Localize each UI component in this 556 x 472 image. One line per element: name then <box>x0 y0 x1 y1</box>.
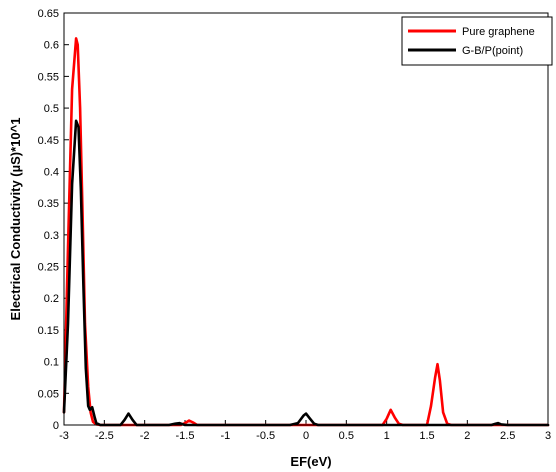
x-axis-ticks: -3 -2.5 -2 -1.5 -1 -0.5 0 0.5 1 1.5 2 2.5 3 <box>59 420 551 442</box>
x-tick-label: -1 <box>220 430 230 442</box>
x-tick-label: -1.5 <box>176 430 195 442</box>
x-tick-label: 1 <box>384 430 390 442</box>
series-line-pure-graphene <box>62 37 550 427</box>
y-tick-label: 0.4 <box>44 166 59 178</box>
y-tick-label: 0.65 <box>38 8 59 20</box>
legend: Pure graphene G-B/P(point) <box>401 16 553 66</box>
x-tick-label: 1.5 <box>419 430 434 442</box>
legend-label-g-bp-point: G-B/P(point) <box>462 45 523 57</box>
x-tick-label: 0 <box>303 430 309 442</box>
plot-frame <box>63 12 549 426</box>
legend-box <box>401 16 553 66</box>
y-tick-label: 0 <box>53 420 59 432</box>
y-tick-label: 0.1 <box>44 357 59 369</box>
y-tick-label: 0.15 <box>38 325 59 337</box>
y-tick-label: 0.45 <box>38 135 59 147</box>
x-tick-label: 2 <box>464 430 470 442</box>
y-tick-label: 0.55 <box>38 71 59 83</box>
x-tick-label: 2.5 <box>500 430 515 442</box>
x-tick-label: -0.5 <box>256 430 275 442</box>
series-layer <box>62 37 550 427</box>
y-tick-label: 0.2 <box>44 293 59 305</box>
x-tick-label: -2 <box>140 430 150 442</box>
legend-label-pure-graphene: Pure graphene <box>462 26 535 38</box>
x-axis-title: EF(eV) <box>290 454 331 469</box>
x-tick-label: 3 <box>545 430 551 442</box>
y-tick-label: 0.6 <box>44 40 59 52</box>
y-tick-label: 0.25 <box>38 262 59 274</box>
y-tick-label: 0.35 <box>38 198 59 210</box>
series-line-g-bp-point <box>62 119 550 427</box>
y-tick-label: 0.5 <box>44 103 59 115</box>
y-tick-label: 0.3 <box>44 230 59 242</box>
x-tick-label: -2.5 <box>95 430 114 442</box>
x-tick-label: -3 <box>59 430 69 442</box>
x-tick-label: 0.5 <box>339 430 354 442</box>
y-axis-title: Electrical Conductivity (µS)*10^1 <box>8 118 23 321</box>
y-tick-label: 0.05 <box>38 388 59 400</box>
